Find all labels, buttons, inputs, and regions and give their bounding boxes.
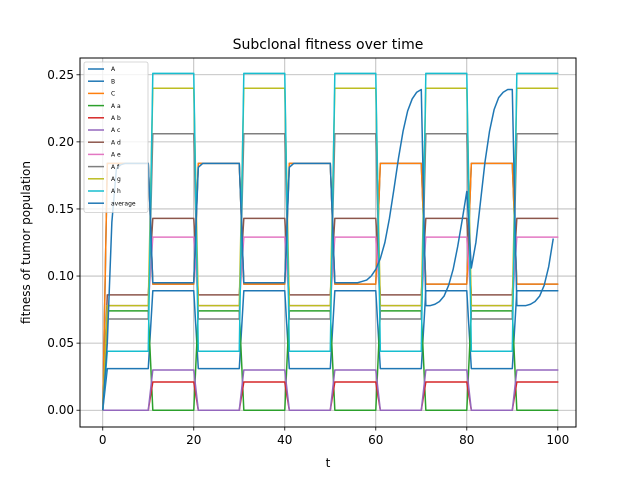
y-tick-label: 0.25 <box>47 68 74 82</box>
series-line-b <box>102 290 559 411</box>
x-tick-label: 60 <box>368 433 383 447</box>
legend-entry: A h <box>111 188 121 195</box>
y-tick-label: 0.05 <box>47 336 74 350</box>
legend-entry: A b <box>111 115 121 122</box>
legend-entry: A c <box>111 127 120 134</box>
legend-entry: average <box>111 200 136 207</box>
x-tick-label: 20 <box>186 433 201 447</box>
x-tick-label: 0 <box>99 433 107 447</box>
x-tick-label: 80 <box>459 433 474 447</box>
legend-entry: B <box>111 78 115 85</box>
legend-entry: A d <box>111 139 121 146</box>
plot-frame <box>79 57 577 428</box>
chart-title: Subclonal fitness over time <box>233 37 424 53</box>
x-tick-label: 100 <box>546 433 569 447</box>
series-line-a-c <box>102 369 559 411</box>
legend-entry: A g <box>111 176 121 183</box>
x-tick-label: 40 <box>277 433 292 447</box>
legend-entry: A f <box>111 164 120 171</box>
y-tick-label: 0.00 <box>47 403 74 417</box>
legend-box <box>83 61 149 213</box>
y-tick-label: 0.20 <box>47 135 74 149</box>
series-line-a-a <box>102 310 559 411</box>
legend: ABC A a A b A c A d A e A f A g A h average <box>83 61 149 213</box>
x-axis-label: t <box>326 456 331 470</box>
series-line-average <box>102 88 554 411</box>
series-lines <box>102 72 559 411</box>
y-tick-label: 0.15 <box>47 202 74 216</box>
axis-ticks: 0 20 40 60 80 100 0.00 0.05 0.10 0.15 0.20 0.25 <box>47 68 569 447</box>
y-tick-label: 0.10 <box>47 269 74 283</box>
legend-entry: C <box>111 91 115 98</box>
legend-entry: A a <box>111 103 121 110</box>
legend-entry: A e <box>111 152 121 159</box>
y-axis-label: fitness of tumor population <box>19 161 33 324</box>
legend-entry: A <box>111 66 116 73</box>
